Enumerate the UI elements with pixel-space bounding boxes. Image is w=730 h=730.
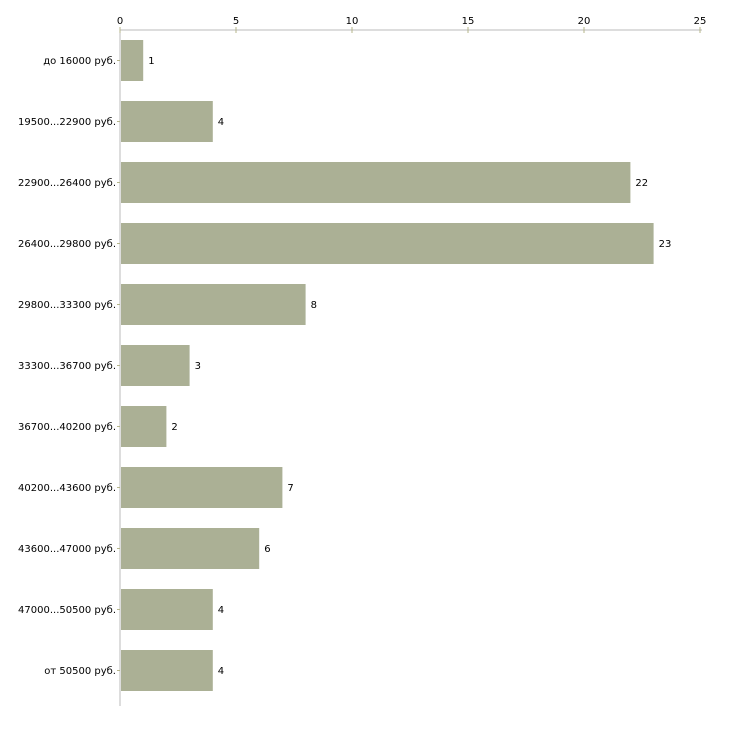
category-label: 36700...40200 руб. — [18, 422, 116, 433]
x-tick-label: 5 — [233, 16, 239, 27]
bar-value-label: 4 — [218, 666, 224, 677]
category-label: 47000...50500 руб. — [18, 605, 116, 616]
bar-value-label: 23 — [659, 239, 672, 250]
x-tick-label: 20 — [578, 16, 591, 27]
category-label: 43600...47000 руб. — [18, 544, 116, 555]
bar-value-label: 3 — [195, 361, 201, 372]
bar-value-label: 22 — [635, 178, 648, 189]
category-label: 33300...36700 руб. — [18, 361, 116, 372]
bar — [121, 284, 306, 325]
bar — [121, 589, 213, 630]
category-label: 26400...29800 руб. — [18, 239, 116, 250]
bar — [121, 528, 260, 569]
x-tick-label: 0 — [117, 16, 123, 27]
category-label: 22900...26400 руб. — [18, 178, 116, 189]
bar — [121, 467, 283, 508]
x-tick-label: 25 — [694, 16, 707, 27]
bar — [121, 40, 144, 81]
bar — [121, 101, 213, 142]
bar-value-label: 4 — [218, 605, 224, 616]
bar — [121, 223, 654, 264]
bar — [121, 650, 213, 691]
bar-value-label: 2 — [171, 422, 177, 433]
category-label: 29800...33300 руб. — [18, 300, 116, 311]
category-label: до 16000 руб. — [43, 56, 116, 67]
bar-value-label: 7 — [287, 483, 293, 494]
bar — [121, 345, 190, 386]
bar-value-label: 4 — [218, 117, 224, 128]
x-tick-label: 15 — [462, 16, 475, 27]
bar — [121, 406, 167, 447]
category-label: 40200...43600 руб. — [18, 483, 116, 494]
category-label: от 50500 руб. — [44, 666, 116, 677]
x-tick-label: 10 — [346, 16, 359, 27]
bar — [121, 162, 631, 203]
bar-value-label: 1 — [148, 56, 154, 67]
bar-value-label: 8 — [311, 300, 317, 311]
bar-value-label: 6 — [264, 544, 270, 555]
category-label: 19500...22900 руб. — [18, 117, 116, 128]
